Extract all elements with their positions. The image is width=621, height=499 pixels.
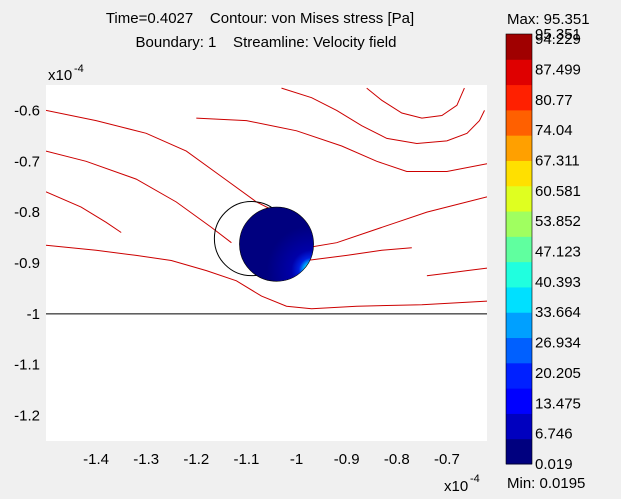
x-axis-exponent: x10 -4 [444, 473, 480, 495]
plot-marks [46, 87, 487, 315]
colorbar-swatch [506, 362, 532, 389]
colorbar-tick-label: 60.581 [535, 183, 581, 200]
colorbar-swatch [506, 59, 532, 86]
colorbar-swatch [506, 413, 532, 440]
colorbar-tick-label: 6.746 [535, 426, 573, 443]
streamline-6 [281, 87, 485, 145]
colorbar-tick-label: 47.123 [535, 244, 581, 261]
colorbar-swatch [506, 312, 532, 339]
x-tick-label: -0.7 [434, 451, 460, 468]
colorbar-tick-label: 40.393 [535, 274, 581, 291]
x-exponent-power: -4 [470, 473, 480, 485]
streamline-10 [426, 267, 487, 277]
colorbar-tick-label: 80.77 [535, 92, 573, 109]
title-line-1: Time=0.4027 Contour: von Mises stress [P… [106, 10, 414, 27]
colorbar-swatch [506, 337, 532, 364]
colorbar-swatch [506, 261, 532, 288]
x-tick-label: -1.4 [83, 451, 109, 468]
streamline-9 [306, 247, 412, 261]
streamline-4 [46, 244, 487, 310]
colorbar-tick-label: 26.934 [535, 335, 581, 352]
colorbar-min-label: Min: 0.0195 [507, 475, 585, 492]
colorbar-swatch [506, 185, 532, 212]
colorbar-swatch [506, 388, 532, 414]
colorbar-tick-label: 87.499 [535, 61, 581, 78]
y-tick-label: -0.7 [14, 153, 40, 170]
colorbar-tick-label: 13.475 [535, 395, 581, 412]
colorbar-swatch [506, 160, 532, 187]
y-axis-ticks: -0.6 -0.7 -0.8 -0.9 -1 -1.1 -1.2 [14, 102, 40, 424]
stressed-particle [239, 206, 314, 282]
x-tick-label: -1.1 [234, 451, 260, 468]
colorbar-swatch [506, 438, 532, 465]
streamline-5 [196, 117, 487, 172]
colorbar-swatch [506, 84, 532, 111]
colorbar-frame [505, 33, 533, 465]
y-axis-exponent: x10 -4 [48, 63, 84, 84]
colorbar-swatch [506, 286, 532, 313]
x-tick-label: -1.2 [183, 451, 209, 468]
y-exponent-base: x10 [48, 67, 72, 84]
colorbar-tick-label: 67.311 [535, 153, 580, 170]
colorbar-swatch [506, 236, 532, 263]
y-tick-label: -0.8 [14, 204, 40, 221]
x-tick-label: -0.9 [334, 451, 360, 468]
x-tick-label: -1 [290, 451, 303, 468]
x-exponent-base: x10 [444, 478, 468, 495]
title-line-2: Boundary: 1 Streamline: Velocity field [136, 34, 397, 51]
y-tick-label: -0.6 [14, 102, 40, 119]
colorbar-tick-label: 0.019 [535, 456, 573, 473]
streamline-8 [306, 196, 487, 249]
y-exponent-power: -4 [74, 63, 84, 75]
y-tick-label: -1.2 [14, 408, 40, 425]
colorbar-tick-label: 20.205 [535, 365, 581, 382]
colorbar-max-label: Max: 95.351 [507, 11, 590, 28]
x-axis-ticks: -1.4 -1.3 -1.2 -1.1 -1 -0.9 -0.8 -0.7 [83, 451, 460, 468]
x-tick-label: -1.3 [133, 451, 159, 468]
colorbar-swatch [506, 135, 532, 161]
y-tick-label: -0.9 [14, 255, 40, 272]
colorbar-swatch [506, 109, 532, 136]
colorbar-tick-label: 95.351 [535, 26, 581, 43]
colorbar-tick-label: 53.852 [535, 213, 581, 230]
colorbar-tick-label: 74.04 [535, 122, 573, 139]
x-tick-label: -0.8 [384, 451, 410, 468]
colorbar-swatches [505, 33, 533, 465]
colorbar-swatch [506, 34, 532, 60]
streamline-2 [46, 150, 232, 244]
colorbar-tick-label: 94.229 [535, 31, 581, 48]
y-tick-label: -1.1 [14, 357, 40, 374]
colorbar-swatch [506, 211, 532, 237]
streamline-7 [366, 87, 465, 119]
colorbar-tick-label: 33.664 [535, 304, 581, 321]
streamline-3 [46, 191, 122, 233]
plot-area [46, 85, 487, 441]
y-tick-label: -1 [27, 306, 40, 323]
